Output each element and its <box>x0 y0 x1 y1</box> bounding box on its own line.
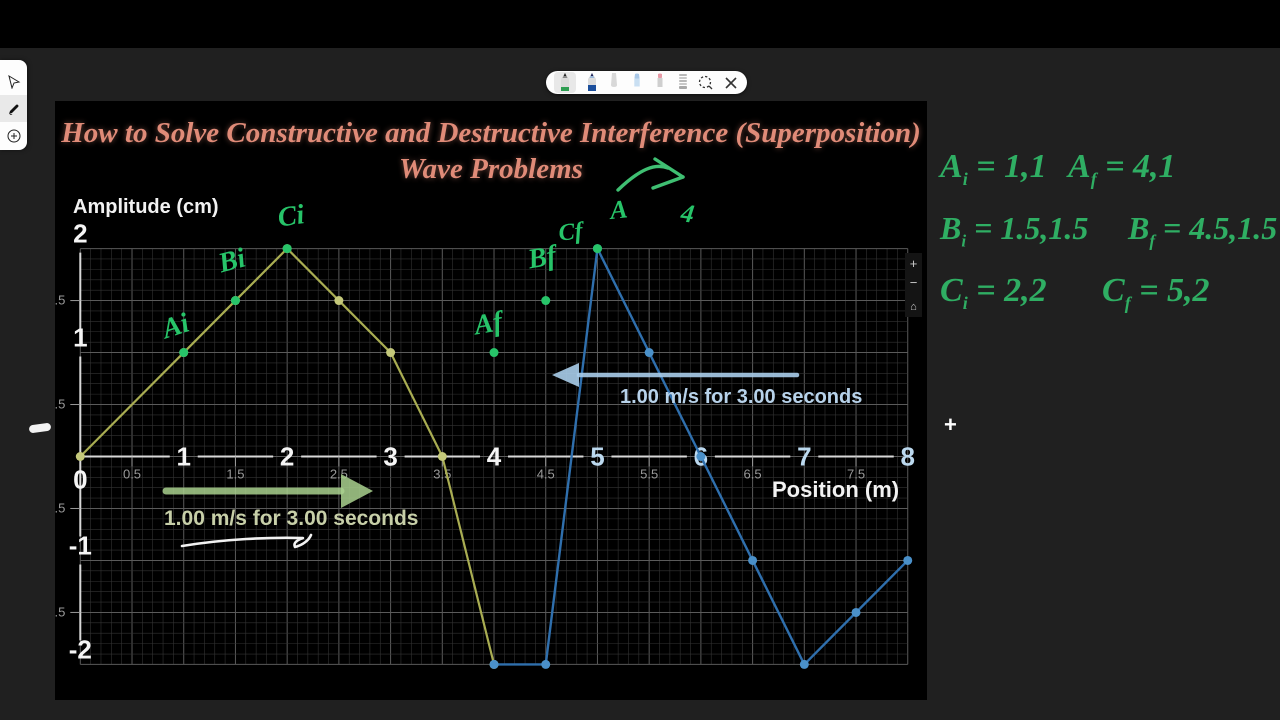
svg-text:4: 4 <box>678 198 696 229</box>
svg-text:Bf: Bf <box>525 240 562 276</box>
svg-text:2: 2 <box>280 442 294 472</box>
svg-text:3: 3 <box>383 442 397 472</box>
svg-text:2: 2 <box>73 219 87 249</box>
svg-text:0: 0 <box>73 465 87 495</box>
svg-text:6.5: 6.5 <box>744 467 762 482</box>
svg-text:1: 1 <box>73 323 87 353</box>
svg-text:-2: -2 <box>69 634 92 664</box>
svg-text:0.5: 0.5 <box>55 397 65 412</box>
svg-text:4: 4 <box>487 442 502 472</box>
svg-text:8: 8 <box>901 442 915 472</box>
svg-text:1.00 m/s for 3.00 seconds: 1.00 m/s for 3.00 seconds <box>620 386 862 408</box>
svg-text:-1: -1 <box>69 530 92 560</box>
svg-text:-0.5: -0.5 <box>55 500 65 515</box>
svg-text:1.5: 1.5 <box>226 467 244 482</box>
svg-text:5: 5 <box>590 442 604 472</box>
svg-text:A: A <box>607 194 629 225</box>
svg-text:Ai: Ai <box>156 307 193 345</box>
svg-text:1: 1 <box>176 442 190 472</box>
svg-text:Cf: Cf <box>557 218 586 247</box>
svg-text:-1.5: -1.5 <box>55 604 65 619</box>
svg-text:0.5: 0.5 <box>123 467 141 482</box>
svg-text:Ci: Ci <box>276 199 307 233</box>
svg-text:5.5: 5.5 <box>640 467 658 482</box>
svg-text:4.5: 4.5 <box>537 467 555 482</box>
svg-text:Bi: Bi <box>214 242 249 279</box>
svg-text:1.5: 1.5 <box>55 293 65 308</box>
svg-text:7: 7 <box>797 442 811 472</box>
svg-text:1.00 m/s for 3.00 seconds: 1.00 m/s for 3.00 seconds <box>164 507 418 530</box>
